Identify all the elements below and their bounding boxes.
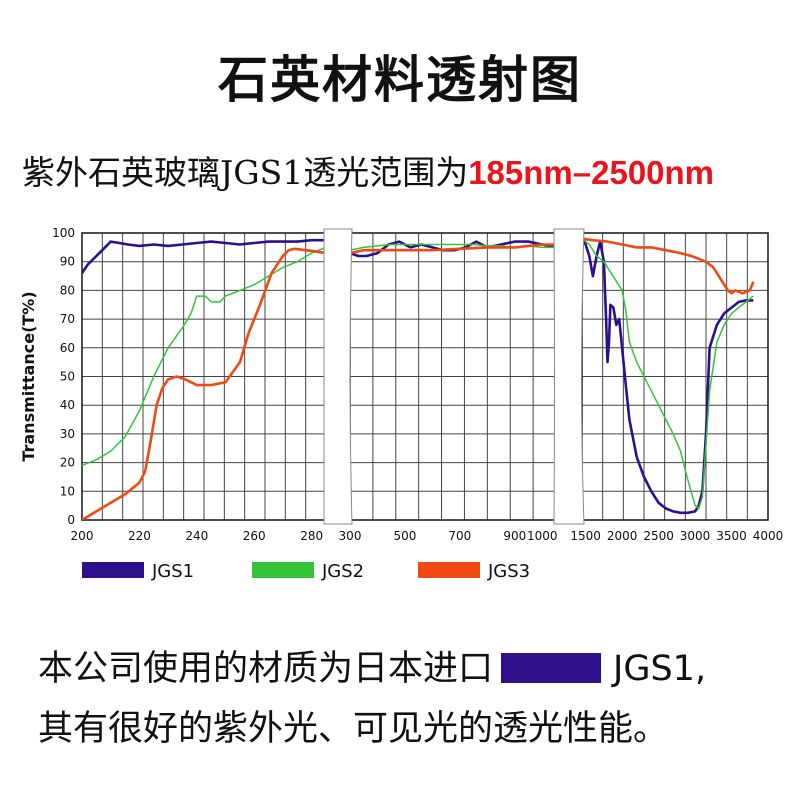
footer-line-2: 其有很好的紫外光、可见光的透光性能。 bbox=[38, 709, 669, 749]
footer-line-1: 本公司使用的材质为日本进口 JGS1, bbox=[38, 640, 706, 691]
axis-break bbox=[553, 228, 585, 525]
panel-ir: 1500 2000 2500 3000 3500 4000 bbox=[570, 232, 784, 543]
x-tick-label: 280 bbox=[300, 529, 323, 543]
y-tick-label: 0 bbox=[67, 513, 75, 527]
x-tick-label: 2000 bbox=[607, 529, 638, 543]
legend-swatch bbox=[82, 562, 144, 578]
series-line-jgs3 bbox=[82, 247, 326, 520]
y-tick-label: 60 bbox=[60, 341, 75, 355]
y-tick-label: 50 bbox=[60, 370, 75, 384]
x-tick-label: 500 bbox=[393, 529, 416, 543]
subtitle-text: 紫外石英玻璃JGS1透光范围为 bbox=[22, 153, 469, 192]
x-tick-label: 4000 bbox=[753, 529, 784, 543]
y-tick-label: 90 bbox=[60, 255, 75, 269]
panel-uv: 200 220 240 260 280 bbox=[71, 232, 327, 543]
y-tick-label: 70 bbox=[60, 312, 75, 326]
footer-line-1-prefix: 本公司使用的材质为日本进口 bbox=[38, 649, 494, 689]
legend-swatch bbox=[418, 562, 480, 578]
subtitle-highlight: 185nm–2500nm bbox=[468, 154, 715, 191]
footer-line-1-suffix: JGS1, bbox=[613, 649, 707, 689]
series-line-jgs1 bbox=[582, 235, 754, 515]
page-title: 石英材料透射图 bbox=[218, 51, 582, 109]
x-tick-label: 300 bbox=[339, 529, 362, 543]
series-line-jgs1 bbox=[82, 238, 326, 274]
series-line-jgs2 bbox=[582, 238, 754, 510]
legend-swatch bbox=[252, 562, 314, 578]
y-tick-label: 30 bbox=[60, 427, 75, 441]
y-axis-label: Transmittance(T%) bbox=[19, 291, 38, 461]
x-tick-label: 1500 bbox=[570, 529, 601, 543]
panel-vis: 300 500 700 900 1000 bbox=[339, 232, 558, 543]
x-tick-label: 1000 bbox=[527, 529, 558, 543]
transmittance-chart: Transmittance(T%)01020304050607080901002… bbox=[19, 226, 784, 582]
x-tick-label: 900 bbox=[503, 529, 526, 543]
axis-break bbox=[323, 228, 353, 525]
x-tick-label: 3000 bbox=[680, 529, 711, 543]
series-line-jgs2 bbox=[82, 246, 326, 467]
x-tick-label: 240 bbox=[185, 529, 208, 543]
x-tick-label: 700 bbox=[448, 529, 471, 543]
legend-item-jgs1: JGS1 bbox=[82, 561, 194, 582]
legend-label: JGS2 bbox=[321, 561, 364, 582]
x-tick-label: 220 bbox=[128, 529, 151, 543]
y-tick-label: 10 bbox=[60, 484, 75, 498]
series-group bbox=[350, 240, 556, 258]
series-line-jgs3 bbox=[350, 243, 556, 255]
legend-label: JGS1 bbox=[151, 561, 194, 582]
x-tick-label: 2500 bbox=[643, 529, 674, 543]
legend-label: JGS3 bbox=[487, 561, 530, 582]
x-tick-label: 200 bbox=[71, 529, 94, 543]
series-group bbox=[582, 235, 755, 515]
y-tick-label: 20 bbox=[60, 456, 75, 470]
legend-item-jgs2: JGS2 bbox=[252, 561, 364, 582]
jgs1-color-swatch bbox=[501, 653, 602, 683]
series-group bbox=[82, 238, 326, 520]
y-tick-label: 100 bbox=[52, 226, 75, 240]
x-tick-label: 260 bbox=[243, 529, 266, 543]
y-tick-label: 40 bbox=[60, 398, 75, 412]
legend-item-jgs3: JGS3 bbox=[418, 561, 530, 582]
series-line-jgs3 bbox=[582, 237, 755, 295]
subtitle: 紫外石英玻璃JGS1透光范围为185nm–2500nm bbox=[22, 146, 714, 194]
x-tick-label: 3500 bbox=[716, 529, 747, 543]
y-tick-label: 80 bbox=[60, 283, 75, 297]
